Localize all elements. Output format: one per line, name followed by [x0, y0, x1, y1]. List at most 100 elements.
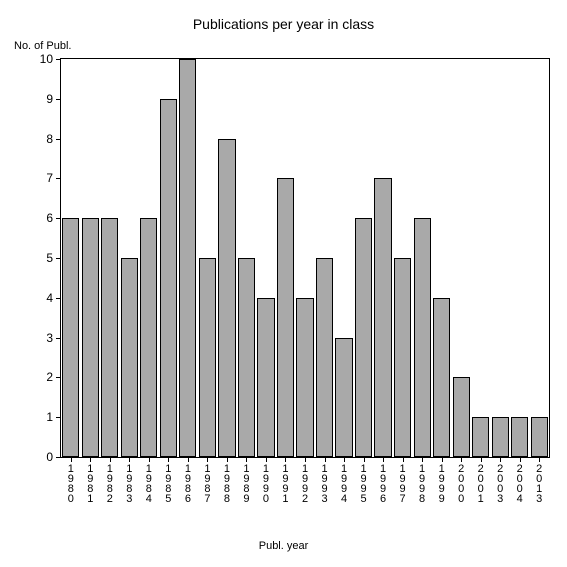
x-tick [90, 457, 91, 462]
y-tick [56, 258, 61, 259]
x-tick [168, 457, 169, 462]
x-tick-label: 1993 [319, 463, 331, 503]
x-tick [383, 457, 384, 462]
x-tick-label: 1992 [299, 463, 311, 503]
x-tick-label: 2001 [475, 463, 487, 503]
x-tick-label: 1997 [397, 463, 409, 503]
x-tick [188, 457, 189, 462]
x-tick [305, 457, 306, 462]
x-tick [149, 457, 150, 462]
y-tick-label: 7 [46, 171, 53, 185]
bar [433, 298, 450, 457]
x-tick [442, 457, 443, 462]
bar [394, 258, 411, 457]
x-tick [285, 457, 286, 462]
y-tick-label: 5 [46, 251, 53, 265]
plot-area: 0123456789101980198119821983198419851986… [60, 58, 550, 458]
y-tick-label: 6 [46, 211, 53, 225]
bar [140, 218, 157, 457]
x-tick [364, 457, 365, 462]
y-tick-label: 4 [46, 291, 53, 305]
x-tick [461, 457, 462, 462]
x-tick-label: 2003 [494, 463, 506, 503]
bar [472, 417, 489, 457]
x-tick-label: 1990 [260, 463, 272, 503]
y-tick-label: 0 [46, 450, 53, 464]
bar [296, 298, 313, 457]
x-tick-label: 1988 [221, 463, 233, 503]
bar [492, 417, 509, 457]
x-tick-label: 1995 [358, 463, 370, 503]
y-tick [56, 417, 61, 418]
bar [160, 99, 177, 457]
bar [277, 178, 294, 457]
y-tick [56, 59, 61, 60]
y-tick-label: 2 [46, 370, 53, 384]
x-tick-label: 1982 [104, 463, 116, 503]
y-tick [56, 338, 61, 339]
x-tick-label: 1980 [65, 463, 77, 503]
x-tick-label: 1987 [201, 463, 213, 503]
y-tick-label: 8 [46, 132, 53, 146]
x-tick-label: 2000 [455, 463, 467, 503]
x-tick-label: 1999 [436, 463, 448, 503]
bar [179, 59, 196, 457]
x-tick-label: 1985 [162, 463, 174, 503]
x-tick-label: 2013 [533, 463, 545, 503]
bar [531, 417, 548, 457]
x-tick [422, 457, 423, 462]
x-tick-label: 1991 [279, 463, 291, 503]
x-tick-label: 1996 [377, 463, 389, 503]
x-tick-label: 1981 [84, 463, 96, 503]
x-tick-label: 1983 [123, 463, 135, 503]
x-tick [129, 457, 130, 462]
x-tick [539, 457, 540, 462]
x-tick [481, 457, 482, 462]
x-tick [500, 457, 501, 462]
bar [453, 377, 470, 457]
x-tick [325, 457, 326, 462]
y-tick [56, 178, 61, 179]
bar [316, 258, 333, 457]
x-tick [110, 457, 111, 462]
y-axis-label: No. of Publ. [14, 40, 71, 52]
x-tick [403, 457, 404, 462]
x-axis-label: Publ. year [259, 540, 309, 552]
bar [199, 258, 216, 457]
y-tick [56, 457, 61, 458]
bar [257, 298, 274, 457]
x-tick [246, 457, 247, 462]
bar [62, 218, 79, 457]
x-tick-label: 1989 [240, 463, 252, 503]
y-tick-label: 10 [40, 52, 53, 66]
x-tick-label: 1998 [416, 463, 428, 503]
bar [414, 218, 431, 457]
y-tick-label: 1 [46, 410, 53, 424]
y-tick [56, 99, 61, 100]
bar [218, 139, 235, 457]
x-tick-label: 2004 [514, 463, 526, 503]
bar [121, 258, 138, 457]
chart-title: Publications per year in class [193, 16, 374, 32]
bar [82, 218, 99, 457]
x-tick [266, 457, 267, 462]
chart-container: Publications per year in class No. of Pu… [0, 0, 567, 567]
x-tick-label: 1986 [182, 463, 194, 503]
x-tick [520, 457, 521, 462]
bar [511, 417, 528, 457]
y-tick [56, 377, 61, 378]
y-tick [56, 298, 61, 299]
x-tick [207, 457, 208, 462]
x-tick [344, 457, 345, 462]
x-tick [227, 457, 228, 462]
y-tick [56, 218, 61, 219]
x-tick [71, 457, 72, 462]
y-tick [56, 139, 61, 140]
bar [374, 178, 391, 457]
bar [238, 258, 255, 457]
x-tick-label: 1994 [338, 463, 350, 503]
y-tick-label: 9 [46, 92, 53, 106]
x-tick-label: 1984 [143, 463, 155, 503]
bar [355, 218, 372, 457]
bar [101, 218, 118, 457]
